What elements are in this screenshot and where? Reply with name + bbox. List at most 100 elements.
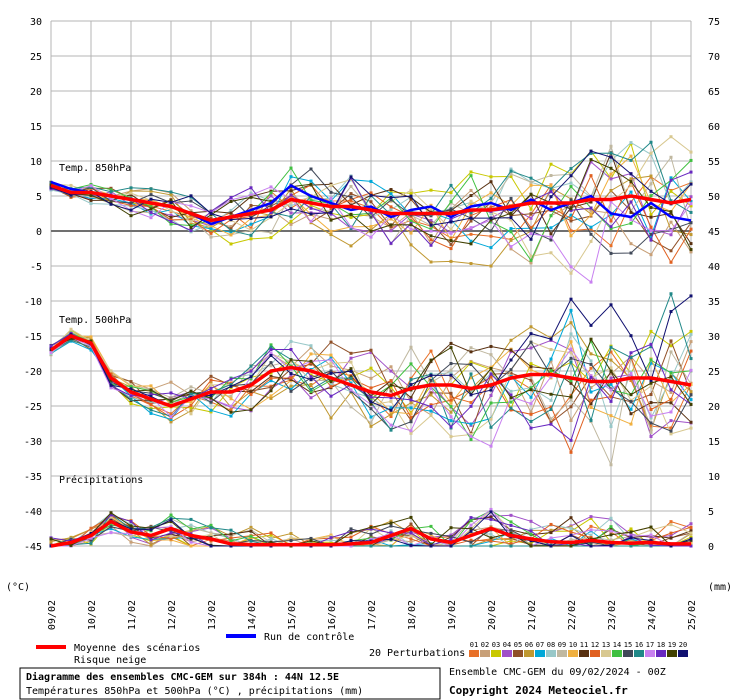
perturbation-point [469, 519, 473, 523]
perturbation-point [389, 389, 393, 393]
perturbation-point [509, 389, 513, 393]
perturbation-point [409, 401, 413, 405]
perturbation-point [569, 398, 573, 402]
mean-line-t500 [49, 334, 692, 408]
perturbation-point [449, 419, 453, 423]
perturbation-point [289, 193, 293, 197]
perturbation-point [509, 338, 513, 342]
perturbation-point [609, 414, 613, 418]
perturbation-point [549, 347, 553, 351]
perturbation-point [569, 229, 573, 233]
perturbation-point [509, 172, 513, 176]
perturbation-point [569, 234, 573, 238]
perturbation-point [269, 351, 273, 355]
perturbation-point [429, 373, 433, 377]
perturbation-point [449, 405, 453, 409]
perturbation-point [249, 392, 253, 396]
perturbation-point [149, 526, 153, 530]
perturbation-point [309, 179, 313, 183]
perturbation-point [669, 531, 673, 535]
perturbation-point [669, 544, 673, 548]
x-tick-label: 20/02 [487, 600, 498, 630]
perturbation-point [109, 525, 113, 529]
perturbation-point [249, 364, 253, 368]
perturbation-point [549, 528, 553, 532]
perturbation-point [689, 182, 693, 186]
perturbation-point [169, 534, 173, 538]
perturbation-point [389, 223, 393, 227]
y-left-tick-label: 15 [30, 122, 42, 133]
perturbation-point [429, 544, 433, 548]
perturbation-point [389, 369, 393, 373]
perturbation-point [489, 246, 493, 250]
perturbation-point [609, 151, 613, 155]
perturbation-point [589, 533, 593, 537]
perturbation-point [169, 520, 173, 524]
perturbation-point [329, 233, 333, 237]
perturbation-point [289, 367, 293, 371]
perturbation-point [209, 539, 213, 543]
perturbation-point [169, 399, 173, 403]
perturbation-point [489, 344, 493, 348]
perturbation-point [229, 414, 233, 418]
perturbation-point [409, 396, 413, 400]
y-right-tick-label: 65 [708, 87, 720, 98]
perturbation-swatch [601, 650, 611, 657]
perturbation-point [529, 254, 533, 258]
perturbation-point [229, 218, 233, 222]
perturbation-point [629, 242, 633, 246]
perturbation-point [189, 199, 193, 203]
perturbation-point [209, 544, 213, 548]
perturbation-point [469, 438, 473, 442]
perturbation-point [629, 378, 633, 382]
perturbation-point [569, 271, 573, 275]
perturbation-point [429, 409, 433, 413]
perturbation-point [389, 415, 393, 419]
perturbation-point [169, 518, 173, 522]
perturbation-point [409, 231, 413, 235]
perturbation-number: 16 [635, 641, 643, 649]
perturbation-point [549, 184, 553, 188]
perturbation-point [629, 532, 633, 536]
perturbation-point [229, 397, 233, 401]
perturbation-point [569, 450, 573, 454]
perturbation-point [509, 400, 513, 404]
perturbation-point [589, 540, 593, 544]
perturbation-point [469, 346, 473, 350]
perturbation-point [189, 229, 193, 233]
perturbation-point [549, 232, 553, 236]
perturbation-point [649, 225, 653, 229]
perturbation-point [529, 199, 533, 203]
perturbation-point [609, 144, 613, 148]
perturbation-point [509, 531, 513, 535]
perturbation-point [389, 381, 393, 385]
perturbation-point [589, 535, 593, 539]
perturbation-point [349, 177, 353, 181]
perturbation-point [289, 207, 293, 211]
perturbation-point [269, 364, 273, 368]
perturbation-point [189, 544, 193, 548]
y-left-tick-label: -45 [24, 542, 42, 553]
perturbation-point [549, 205, 553, 209]
perturbation-point [549, 375, 553, 379]
perturbation-point [589, 352, 593, 356]
y-left-unit: (°C) [6, 582, 30, 593]
perturbation-point [249, 375, 253, 379]
perturbation-point [189, 529, 193, 533]
perturbation-point [49, 537, 53, 541]
perturbation-point [189, 214, 193, 218]
perturbation-point [169, 219, 173, 223]
perturbation-point [649, 215, 653, 219]
perturbation-point [369, 386, 373, 390]
perturbation-point [389, 428, 393, 432]
perturbation-point [269, 191, 273, 195]
perturbation-point [589, 359, 593, 363]
perturbation-point [569, 332, 573, 336]
perturbation-point [469, 400, 473, 404]
legend-snow-label: Risque neige [74, 655, 146, 666]
perturbation-point [169, 513, 173, 517]
perturbation-point [429, 378, 433, 382]
perturbation-point [369, 395, 373, 399]
footer: Diagramme des ensembles CMC-GEM sur 384h… [19, 667, 666, 700]
perturbation-point [289, 347, 293, 351]
